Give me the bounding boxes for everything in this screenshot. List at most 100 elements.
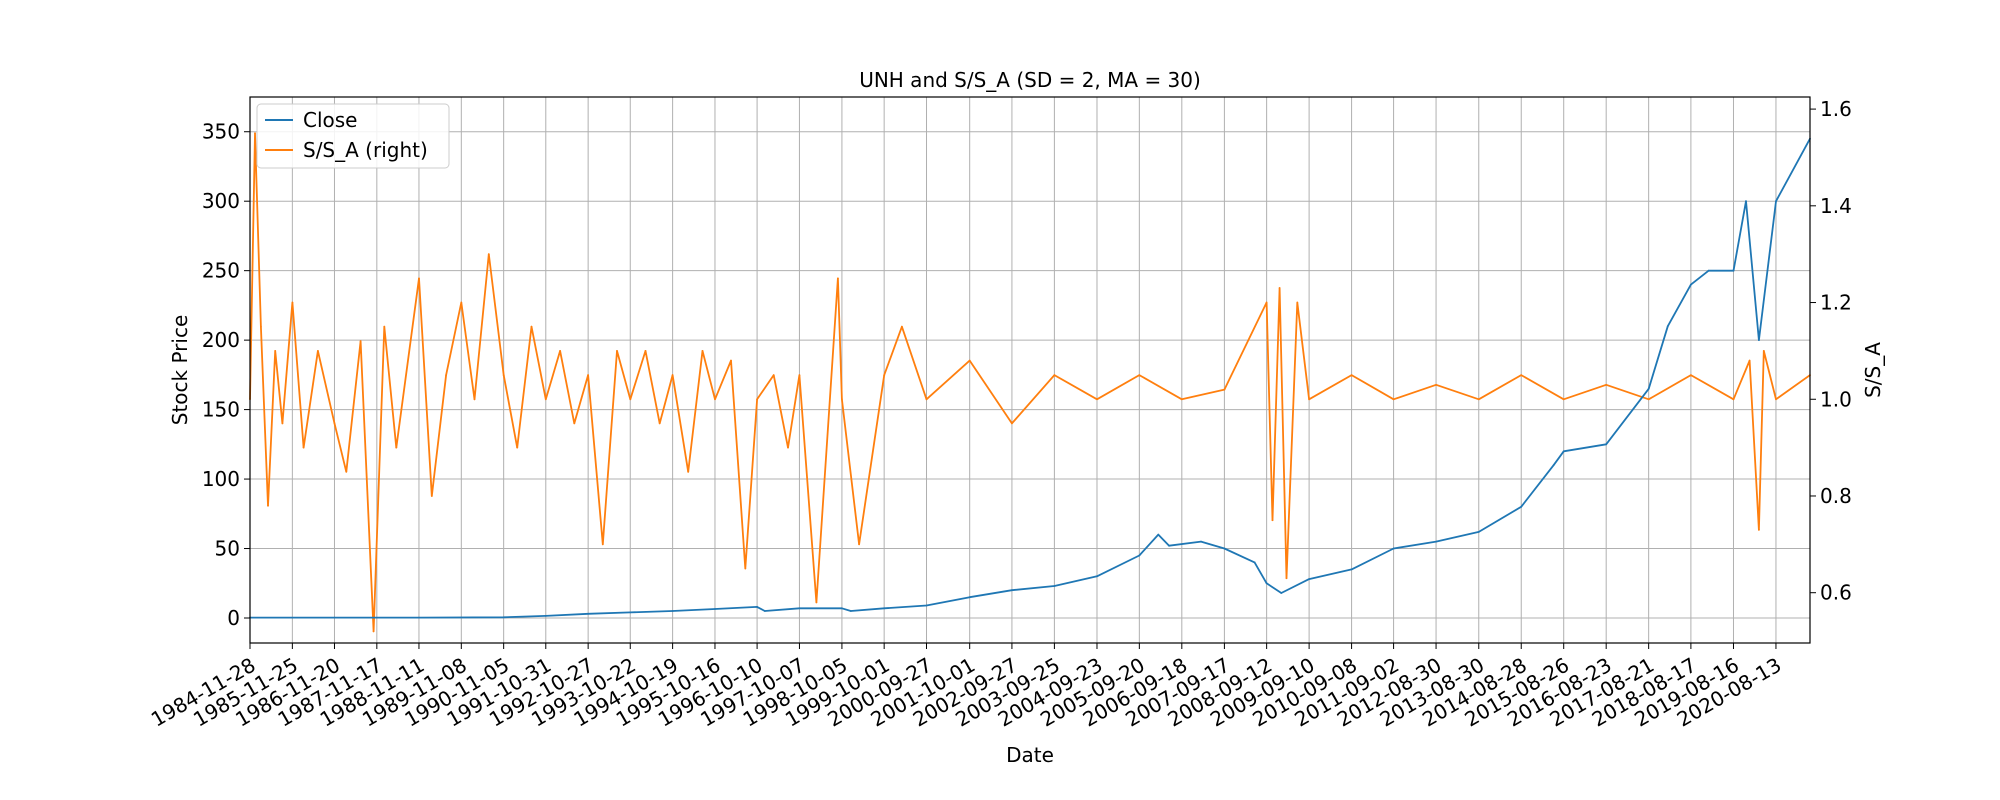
data-point-close (883, 607, 886, 610)
data-point-ssa (901, 325, 903, 328)
data-point-ssa (968, 359, 971, 362)
data-point-ssa (445, 374, 447, 376)
data-point-close (1157, 533, 1160, 536)
data-point-ssa (281, 422, 284, 425)
y-tick-label: 0 (227, 606, 240, 630)
data-point-ssa (372, 630, 375, 633)
data-point-ssa (1011, 422, 1013, 425)
series-line-ssa (249, 132, 1811, 633)
data-point-ssa (418, 277, 420, 280)
data-point-close (1775, 200, 1777, 203)
data-point-close (925, 604, 928, 607)
data-point-ssa (333, 422, 336, 425)
data-point-close (1745, 200, 1747, 203)
data-point-ssa (815, 601, 818, 604)
data-point-close (841, 607, 843, 610)
data-point-close (763, 610, 766, 612)
y-right-tick-label: 1.2 (1820, 291, 1852, 315)
y-right-tick-label: 1.4 (1820, 194, 1852, 218)
data-point-close (1392, 547, 1395, 550)
data-point-close (1707, 269, 1710, 272)
data-point-ssa (601, 543, 604, 546)
data-point-close (1200, 540, 1202, 543)
data-point-ssa (730, 359, 732, 362)
data-point-ssa (1605, 383, 1608, 386)
y-right-tick-label: 1.6 (1820, 97, 1852, 121)
data-point-ssa (302, 446, 305, 449)
data-point-ssa (787, 446, 789, 449)
data-point-ssa (1350, 374, 1353, 376)
data-point-ssa (254, 132, 256, 135)
data-point-ssa (1223, 388, 1226, 391)
data-point-ssa (544, 398, 547, 401)
data-point-ssa (616, 350, 618, 352)
data-point-ssa (1758, 528, 1760, 531)
data-point-close (1011, 589, 1013, 592)
y-tick-label: 200 (202, 328, 240, 352)
data-point-ssa (1053, 374, 1056, 376)
chart-title: UNH and S/S_A (SD = 2, MA = 30) (859, 68, 1201, 92)
data-point-ssa (1392, 398, 1395, 401)
data-point-close (1666, 325, 1669, 328)
data-point-ssa (756, 398, 758, 401)
data-point-ssa (858, 543, 860, 546)
data-point-ssa (883, 374, 886, 376)
data-point-ssa (587, 374, 589, 376)
data-point-close (1223, 547, 1226, 550)
data-point-close (671, 610, 674, 612)
x-axis-title: Date (1006, 743, 1054, 767)
data-point-ssa (395, 446, 398, 449)
data-point-ssa (714, 398, 716, 401)
data-point-close (714, 608, 716, 610)
data-point-ssa (1748, 359, 1751, 362)
data-point-close (798, 607, 801, 610)
data-point-close (1265, 582, 1268, 585)
data-point-close (1732, 269, 1735, 272)
y-right-tick-label: 0.8 (1820, 484, 1852, 508)
data-point-ssa (1520, 374, 1523, 376)
data-point-ssa (359, 340, 362, 343)
data-point-ssa (473, 398, 476, 401)
series-line-close (250, 138, 1811, 619)
data-point-close (1605, 443, 1608, 446)
data-point-ssa (1138, 374, 1141, 376)
ticks: 1984-11-281985-11-251986-11-201987-11-17… (147, 97, 1852, 731)
y-tick-label: 250 (202, 259, 240, 283)
data-point-ssa (1477, 398, 1480, 401)
data-point-close (1168, 544, 1170, 547)
data-point-ssa (925, 398, 928, 401)
y-axis-title: Stock Price (168, 315, 192, 426)
data-point-close (1253, 561, 1256, 564)
y-tick-label: 300 (202, 189, 240, 213)
data-point-ssa (260, 325, 262, 328)
data-point-ssa (1296, 301, 1299, 304)
data-point-ssa (573, 422, 576, 425)
data-point-ssa (1265, 301, 1268, 304)
data-point-close (1520, 505, 1523, 508)
data-point-ssa (516, 446, 519, 449)
data-point-ssa (1775, 398, 1777, 401)
y-tick-label: 100 (202, 467, 240, 491)
y-right-tick-label: 1.0 (1820, 387, 1852, 411)
data-point-close (1690, 283, 1692, 286)
data-point-ssa (1562, 398, 1565, 401)
data-point-close (1280, 592, 1283, 594)
data-point-ssa (1096, 398, 1098, 401)
data-point-ssa (1762, 350, 1765, 352)
data-point-ssa (430, 495, 433, 497)
data-point-close (1308, 578, 1310, 580)
data-point-ssa (772, 374, 775, 376)
data-point-close (418, 616, 420, 619)
data-point-ssa (559, 350, 561, 352)
data-point-close (333, 616, 336, 619)
data-point-close (502, 616, 505, 619)
data-point-ssa (701, 350, 704, 352)
data-point-ssa (687, 470, 690, 473)
data-point-ssa (671, 374, 674, 376)
data-point-close (1477, 531, 1480, 533)
data-point-close (1435, 540, 1437, 543)
data-point-close (849, 610, 852, 612)
data-point-close (1096, 575, 1098, 578)
data-point-ssa (1435, 383, 1437, 386)
